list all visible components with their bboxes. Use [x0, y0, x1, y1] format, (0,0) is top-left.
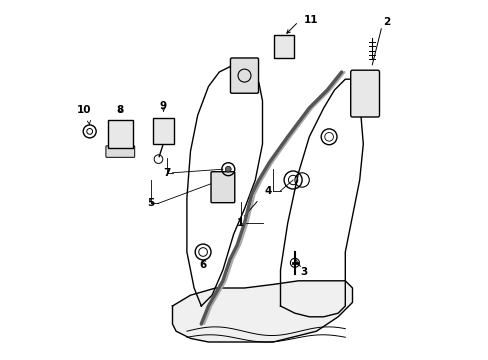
Text: 2: 2 — [382, 17, 389, 27]
Text: 7: 7 — [163, 168, 170, 178]
Text: 11: 11 — [303, 15, 318, 25]
Circle shape — [225, 166, 231, 172]
FancyBboxPatch shape — [106, 146, 134, 157]
Text: 4: 4 — [264, 186, 271, 196]
FancyBboxPatch shape — [152, 118, 174, 144]
Text: 8: 8 — [117, 105, 123, 115]
FancyBboxPatch shape — [350, 70, 379, 117]
Text: 10: 10 — [77, 105, 91, 115]
Text: 1: 1 — [237, 218, 244, 228]
Polygon shape — [172, 281, 352, 342]
FancyBboxPatch shape — [274, 35, 293, 58]
FancyBboxPatch shape — [108, 120, 132, 148]
FancyBboxPatch shape — [211, 172, 234, 203]
Text: 5: 5 — [147, 198, 154, 208]
FancyBboxPatch shape — [230, 58, 258, 93]
Text: 6: 6 — [199, 260, 206, 270]
Text: 3: 3 — [300, 267, 307, 277]
Text: 9: 9 — [160, 101, 167, 111]
